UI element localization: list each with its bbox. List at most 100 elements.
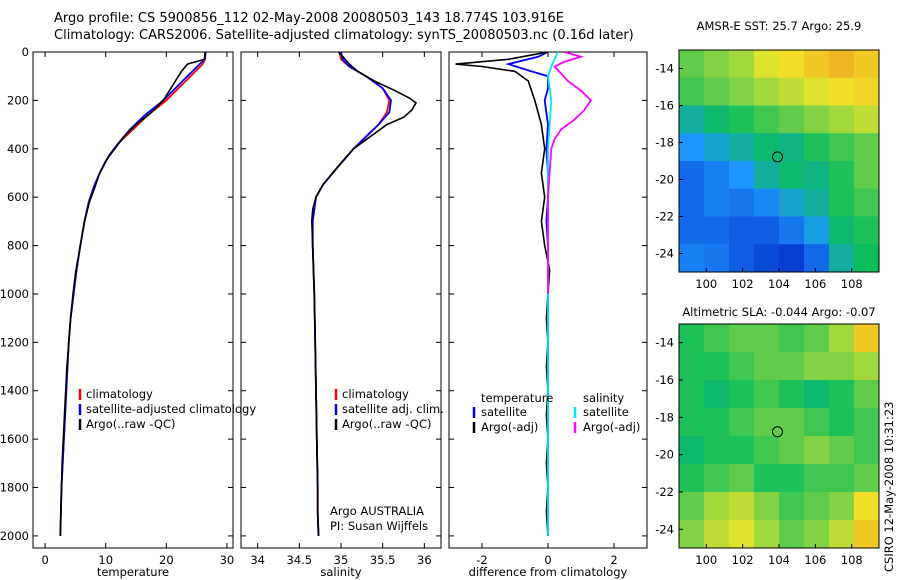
heatmap-cell	[854, 133, 880, 162]
y-tick-label: 1800	[0, 481, 29, 495]
heatmap-cell	[704, 161, 730, 190]
heatmap-cell	[829, 77, 855, 106]
x-tick-label: -2	[476, 553, 487, 567]
x-tick-label: 106	[804, 277, 826, 291]
heatmap-cell	[854, 520, 880, 549]
map-title: Altimetric SLA: -0.044 Argo: -0.07	[682, 305, 875, 319]
x-tick-label: 100	[695, 277, 717, 291]
series-line-argo-raw-qc-	[59, 52, 206, 536]
heatmap-cell	[679, 436, 705, 465]
heatmap-cell	[779, 161, 805, 190]
y-tick-label: -14	[655, 62, 674, 76]
annotation-text: Argo AUSTRALIA	[330, 504, 424, 518]
annotation-text: PI: Susan Wijffels	[330, 519, 428, 533]
heatmap-cell	[754, 77, 780, 106]
heatmap-cell	[779, 133, 805, 162]
heatmap-cell	[704, 50, 730, 79]
heatmap-cell	[804, 133, 830, 162]
heatmap-cell	[704, 188, 730, 217]
heatmap-cell	[804, 436, 830, 465]
legend-label: satellite	[583, 405, 629, 419]
heatmap-cell	[704, 380, 730, 409]
heatmap-cell	[854, 464, 880, 493]
heatmap-cell	[779, 352, 805, 381]
x-axis-label: temperature	[97, 565, 169, 579]
y-tick-label: 800	[7, 239, 29, 253]
heatmap-cell	[779, 105, 805, 134]
heatmap-cell	[679, 244, 705, 273]
heatmap-cell	[729, 244, 755, 273]
heatmap-cell	[804, 520, 830, 549]
heatmap-cell	[829, 520, 855, 549]
figure-title-line-1: Argo profile: CS 5900856_112 02-May-2008…	[54, 11, 564, 26]
heatmap-cell	[804, 77, 830, 106]
x-tick-label: 34	[250, 553, 265, 567]
heatmap-cell	[704, 352, 730, 381]
heatmap-cell	[679, 352, 705, 381]
heatmap-cell	[779, 188, 805, 217]
x-axis-label: salinity	[320, 565, 361, 579]
x-tick-label: 102	[732, 553, 754, 567]
heatmap-cell	[854, 380, 880, 409]
heatmap-cell	[729, 436, 755, 465]
legend-label: Argo(..raw -QC)	[86, 417, 176, 431]
series-line-satellite-adjusted-climatology	[59, 52, 207, 536]
y-tick-label: -22	[655, 485, 674, 499]
y-tick-label: -18	[655, 136, 674, 150]
heatmap-cell	[704, 520, 730, 549]
heatmap-cell	[754, 244, 780, 273]
heatmap-cell	[754, 161, 780, 190]
y-tick-label: -18	[655, 410, 674, 424]
x-tick-label: 102	[732, 277, 754, 291]
heatmap-cell	[829, 492, 855, 521]
heatmap-cell	[729, 216, 755, 245]
heatmap-cell	[704, 77, 730, 106]
heatmap-cell	[754, 436, 780, 465]
x-tick-label: 104	[768, 553, 790, 567]
heatmap-cell	[679, 464, 705, 493]
heatmap-cell	[704, 464, 730, 493]
legend-label: satellite	[481, 405, 527, 419]
heatmap-cell	[829, 464, 855, 493]
heatmap-cell	[779, 464, 805, 493]
heatmap-cell	[854, 77, 880, 106]
y-tick-label: 1600	[0, 432, 29, 446]
heatmap-cell	[804, 50, 830, 79]
heatmap-cell	[804, 216, 830, 245]
heatmap-cell	[679, 380, 705, 409]
heatmap-cell	[704, 133, 730, 162]
y-tick-label: 0	[22, 45, 29, 59]
heatmap-cell	[729, 492, 755, 521]
heatmap-cell	[779, 492, 805, 521]
y-tick-label: 1400	[0, 384, 29, 398]
heatmap-cell	[704, 216, 730, 245]
heatmap-cell	[854, 244, 880, 273]
heatmap-cell	[804, 352, 830, 381]
heatmap-cell	[704, 324, 730, 353]
heatmap-cell	[779, 244, 805, 273]
heatmap-cell	[779, 77, 805, 106]
legend-label: Argo(..raw -QC)	[342, 417, 432, 431]
heatmap-cell	[704, 244, 730, 273]
heatmap-cell	[829, 408, 855, 437]
heatmap-cell	[704, 408, 730, 437]
legend-title: salinity	[583, 391, 624, 405]
map-title: AMSR-E SST: 25.7 Argo: 25.9	[697, 19, 862, 33]
x-axis-label: difference from climatology	[469, 565, 628, 579]
x-tick-label: 36	[417, 553, 432, 567]
heatmap-cell	[729, 188, 755, 217]
heatmap-cell	[854, 324, 880, 353]
heatmap-cell	[804, 464, 830, 493]
heatmap-cell	[729, 105, 755, 134]
heatmap-cell	[854, 352, 880, 381]
heatmap-cell	[829, 105, 855, 134]
x-tick-label: 108	[841, 553, 863, 567]
heatmap-cell	[829, 216, 855, 245]
x-tick-label: 30	[220, 553, 235, 567]
heatmap-cell	[829, 133, 855, 162]
y-tick-label: 400	[7, 142, 29, 156]
heatmap-cell	[829, 244, 855, 273]
series-line-salinity-argo-adj-	[547, 52, 593, 294]
x-tick-label: 0	[41, 553, 48, 567]
series-line-temperature-argo-adj-	[455, 52, 551, 536]
